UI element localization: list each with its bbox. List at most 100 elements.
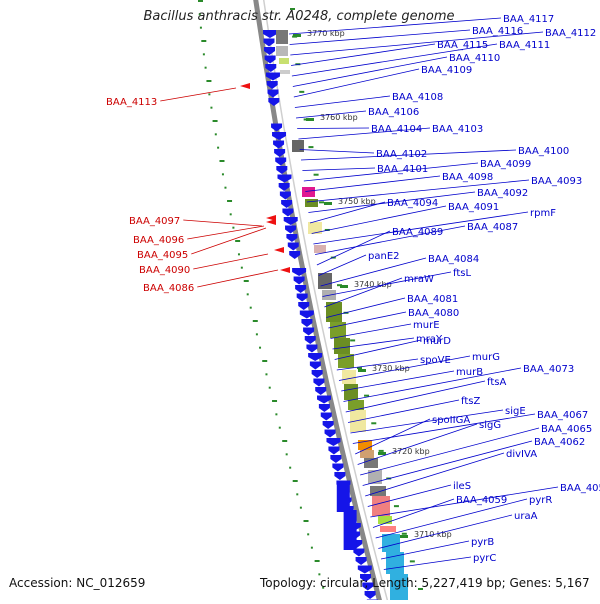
reverse-label-leader: [191, 227, 267, 255]
category-box: [280, 70, 290, 74]
reverse-gene-arrow: [240, 83, 250, 89]
gene-arrow: [282, 208, 294, 217]
kbp-label: 3720 kbp: [392, 447, 430, 456]
gene-arrow: [293, 276, 305, 285]
label-leader: [378, 514, 513, 549]
category-box: [302, 187, 315, 197]
gene-label: BAA_4112: [545, 28, 596, 39]
label-leader: [357, 423, 478, 465]
gene-arrow: [287, 242, 299, 251]
gene-label: uraA: [514, 511, 538, 522]
label-leader: [347, 399, 460, 423]
gene-arrow: [296, 293, 308, 302]
gc-tick: [282, 440, 288, 442]
gene-arrow: [362, 582, 374, 591]
kbp-tick: [293, 34, 301, 37]
label-leader: [332, 337, 415, 350]
gene-label: BAA_4109: [421, 65, 472, 76]
gene-label: BAA_4081: [407, 294, 458, 305]
gc-tick-outer: [371, 422, 377, 425]
label-leader: [289, 29, 471, 45]
reverse-gene-label: BAA_4086: [143, 283, 194, 294]
label-leader: [292, 56, 448, 87]
gene-label: spoVE: [420, 355, 451, 366]
reverse-label-leader: [160, 87, 237, 102]
kbp-tick: [340, 285, 348, 288]
label-leader: [326, 297, 406, 318]
gene-label: ftsZ: [461, 396, 480, 407]
label-leader: [375, 498, 528, 539]
gene-arrow: [266, 81, 278, 89]
reverse-gene-label: BAA_4095: [137, 250, 188, 261]
gene-label: rpmF: [530, 208, 556, 219]
label-leader: [294, 95, 391, 108]
category-box: [342, 370, 356, 384]
gc-tick: [262, 360, 268, 362]
reverse-label-leader: [187, 225, 265, 240]
label-leader: [367, 484, 452, 507]
category-box: [330, 322, 346, 338]
gc-tick: [224, 186, 227, 189]
gene-block: [336, 482, 350, 512]
label-leader: [352, 413, 536, 444]
reverse-gene-arrow: [280, 267, 290, 273]
gene-arrow: [364, 591, 376, 599]
gc-tick: [255, 333, 258, 336]
reverse-gene-label: BAA_4096: [133, 235, 184, 246]
gc-tick: [310, 546, 313, 549]
gene-label: BAA_4084: [428, 254, 479, 265]
label-leader: [360, 427, 540, 476]
category-box: [390, 574, 408, 600]
gene-label: BAA_4089: [392, 227, 443, 238]
category-box: [308, 222, 322, 234]
gc-tick-outer: [356, 367, 362, 370]
gc-tick-outer: [319, 201, 325, 204]
category-box: [360, 450, 374, 458]
gene-label: murB: [456, 367, 483, 378]
gene-arrow: [285, 225, 297, 234]
gene-arrow: [324, 429, 336, 438]
gene-arrow: [301, 319, 313, 327]
gene-label: BAA_4117: [503, 14, 554, 25]
gc-tick: [299, 506, 302, 509]
gene-arrow: [281, 200, 293, 208]
gc-tick: [214, 133, 217, 136]
label-leader: [300, 149, 517, 161]
label-leader: [293, 68, 420, 98]
gene-label: panE2: [368, 251, 400, 262]
label-leader: [299, 149, 375, 154]
gc-tick: [322, 586, 325, 589]
label-leader: [291, 43, 436, 66]
label-leader: [318, 254, 367, 276]
gc-tick-outer: [290, 8, 295, 10]
category-box: [305, 199, 318, 207]
gene-label: BAA_4080: [408, 308, 459, 319]
label-leader: [380, 540, 470, 560]
gene-arrow: [298, 302, 310, 310]
gene-arrow: [328, 446, 340, 455]
gene-arrow: [353, 548, 365, 557]
gc-tick: [229, 213, 232, 216]
category-box: [279, 58, 289, 64]
gene-label: BAA_4111: [499, 40, 550, 51]
gene-arrow: [311, 370, 323, 378]
label-leader: [330, 323, 412, 339]
gc-tick: [212, 120, 218, 122]
category-box: [350, 410, 366, 432]
gene-arrow: [308, 353, 323, 361]
gene-arrow: [267, 89, 279, 98]
gene-label: BAA_4104: [371, 124, 422, 135]
gene-label: BAA_4062: [534, 437, 585, 448]
gc-tick: [314, 560, 320, 562]
gc-tick: [204, 66, 207, 69]
label-leader: [355, 418, 431, 455]
gene-label: BAA_4087: [467, 222, 518, 233]
gc-tick: [227, 200, 233, 202]
gene-arrow: [304, 336, 316, 344]
gc-tick: [201, 40, 207, 42]
gene-label: spoIIGA: [432, 415, 470, 426]
label-leader: [336, 358, 419, 371]
gc-tick: [289, 466, 292, 469]
label-leader: [303, 162, 479, 182]
category-box: [276, 46, 288, 56]
